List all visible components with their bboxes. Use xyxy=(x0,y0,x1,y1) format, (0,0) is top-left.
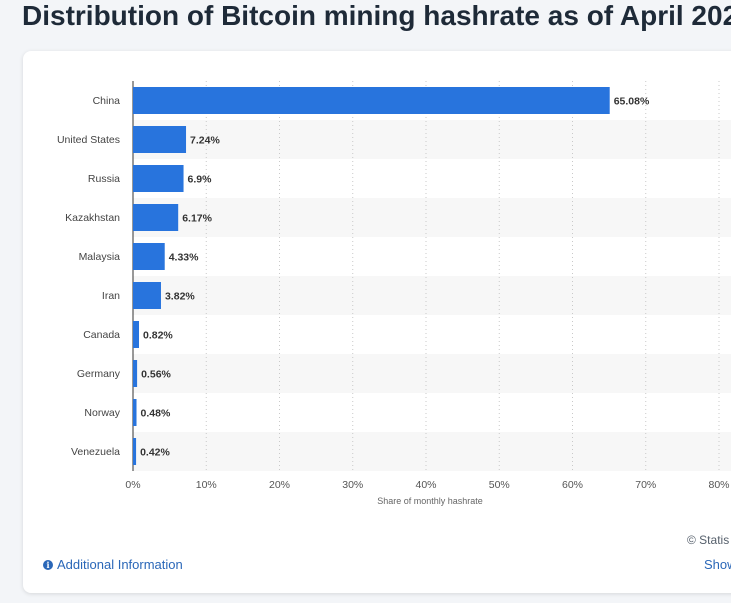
data-label: 7.24% xyxy=(190,135,220,147)
bar[interactable] xyxy=(133,438,137,465)
category-label: Venezuela xyxy=(71,446,120,458)
data-label: 0.48% xyxy=(141,408,171,420)
data-label: 3.82% xyxy=(165,291,195,303)
bars xyxy=(133,87,610,465)
category-label: Norway xyxy=(84,407,120,419)
data-label: 65.08% xyxy=(614,96,650,108)
bar[interactable] xyxy=(133,282,161,309)
row-stripe xyxy=(133,198,731,237)
data-label: 0.82% xyxy=(143,330,173,342)
additional-information-label: Additional Information xyxy=(57,557,183,572)
row-stripe xyxy=(133,120,731,159)
x-tick-label: 50% xyxy=(489,479,510,491)
data-label: 4.33% xyxy=(169,252,199,264)
chart-card: China United States Russia Kazakhstan Malays… xyxy=(23,51,731,593)
bar[interactable] xyxy=(133,126,187,153)
category-label: United States xyxy=(57,134,120,146)
category-labels: China United States Russia Kazakhstan Malays… xyxy=(57,95,121,458)
row-stripe xyxy=(133,354,731,393)
x-tick-label: 0% xyxy=(125,479,140,491)
bar[interactable] xyxy=(133,243,165,270)
bar[interactable] xyxy=(133,399,137,426)
row-stripes xyxy=(133,120,731,471)
bar[interactable] xyxy=(133,165,184,192)
grid-lines xyxy=(205,81,720,471)
data-label: 6.9% xyxy=(188,174,213,186)
additional-information-link[interactable]: i Additional Information xyxy=(43,557,183,572)
x-tick-label: 70% xyxy=(635,479,656,491)
x-tick-labels: 0% 10% 20% 30% 40% 50% 60% 70% 80% xyxy=(125,479,729,491)
bar[interactable] xyxy=(133,321,140,348)
info-icon: i xyxy=(43,559,53,570)
category-label: Russia xyxy=(88,173,120,185)
bar-chart: China United States Russia Kazakhstan Malays… xyxy=(57,81,731,506)
x-tick-label: 40% xyxy=(415,479,436,491)
bar[interactable] xyxy=(133,360,138,387)
category-label: Germany xyxy=(77,368,121,380)
data-label: 0.56% xyxy=(141,369,171,381)
category-label: Canada xyxy=(83,329,120,341)
copyright-text: © Statis xyxy=(687,533,730,547)
data-label: 6.17% xyxy=(182,213,212,225)
value-labels: 65.08% 7.24% 6.9% 6.17% 4.33% 3.82% 0.82% 0.56%… xyxy=(140,96,650,459)
bar[interactable] xyxy=(133,87,610,114)
bar[interactable] xyxy=(133,204,179,231)
x-axis-title: Share of monthly hashrate xyxy=(377,496,483,506)
page-title: Distribution of Bitcoin mining hashrate … xyxy=(22,0,731,31)
row-stripe xyxy=(133,276,731,315)
x-tick-label: 10% xyxy=(196,479,217,491)
show-source-link[interactable]: Show xyxy=(704,557,731,572)
category-label: Iran xyxy=(102,290,120,302)
category-label: Kazakhstan xyxy=(65,212,120,224)
category-label: China xyxy=(93,95,121,107)
data-label: 0.42% xyxy=(140,447,170,459)
x-tick-label: 30% xyxy=(342,479,363,491)
x-tick-label: 20% xyxy=(269,479,290,491)
x-tick-label: 80% xyxy=(708,479,729,491)
category-label: Malaysia xyxy=(79,251,121,263)
x-tick-label: 60% xyxy=(562,479,583,491)
row-stripe xyxy=(133,432,731,471)
